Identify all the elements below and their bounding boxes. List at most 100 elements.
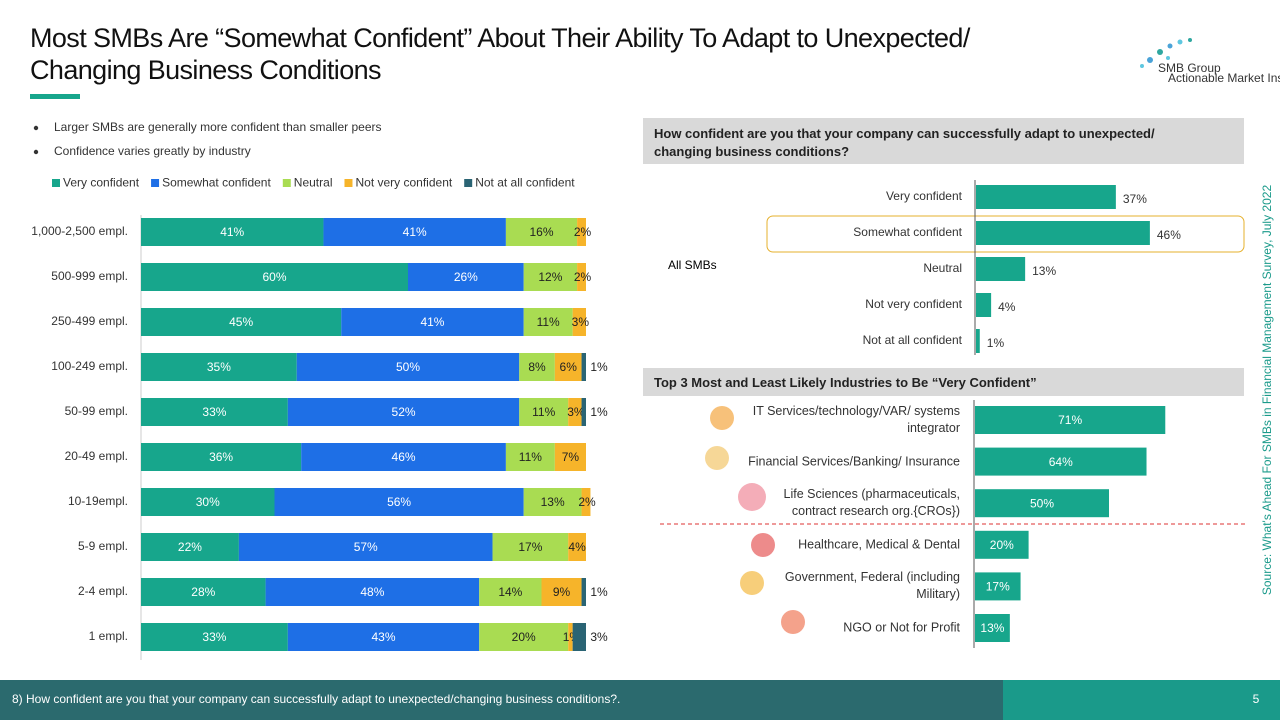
slide-title: Most SMBs Are “Somewhat Confident” About… bbox=[30, 23, 970, 85]
bar-segment bbox=[141, 218, 324, 246]
header-box bbox=[643, 368, 1244, 396]
bullet-text: Larger SMBs are generally more confident… bbox=[54, 120, 382, 134]
bar bbox=[976, 329, 980, 353]
bar-segment bbox=[141, 353, 297, 381]
bar-segment bbox=[141, 308, 342, 336]
legend-label: Very confident bbox=[63, 176, 140, 190]
bar-segment bbox=[581, 578, 586, 606]
bar-segment bbox=[238, 533, 493, 561]
bar-segment bbox=[568, 533, 586, 561]
footer-bar bbox=[1003, 680, 1280, 720]
data-label: 3% bbox=[572, 315, 590, 329]
legend-label: Not at all confident bbox=[475, 176, 575, 190]
data-label: 11% bbox=[537, 315, 560, 329]
data-label: 37% bbox=[1123, 192, 1147, 206]
bar bbox=[976, 221, 1150, 245]
y-tick-label: 1,000-2,500 empl. bbox=[31, 224, 128, 238]
legend-label: Not very confident bbox=[355, 176, 452, 190]
bar-segment bbox=[479, 578, 542, 606]
bar bbox=[975, 530, 1029, 559]
data-label: 35% bbox=[207, 360, 231, 374]
y-tick-label: 10-19empl. bbox=[68, 494, 128, 508]
bar bbox=[976, 185, 1116, 209]
bar-segment bbox=[505, 443, 555, 471]
bar-segment bbox=[141, 263, 408, 291]
data-label: 26% bbox=[454, 270, 478, 284]
data-label: 43% bbox=[372, 630, 396, 644]
title-underline bbox=[30, 94, 80, 99]
bullet bbox=[33, 125, 39, 131]
data-label: 16% bbox=[529, 225, 553, 239]
y-tick-label: 1 empl. bbox=[89, 629, 128, 643]
data-label: 20% bbox=[512, 630, 536, 644]
bar-segment bbox=[581, 398, 586, 426]
bar-segment bbox=[541, 578, 582, 606]
data-label: 45% bbox=[229, 315, 253, 329]
data-label: 3% bbox=[590, 630, 608, 644]
chart-title: How confident are you that your company … bbox=[654, 126, 1155, 159]
data-label: 41% bbox=[403, 225, 427, 239]
logo: SMB Group Actionable Market Insight bbox=[1140, 38, 1280, 85]
data-label: 17% bbox=[986, 580, 1010, 594]
y-tick-label: 500-999 empl. bbox=[51, 269, 128, 283]
bar-segment bbox=[141, 443, 302, 471]
highlight-box bbox=[766, 215, 1245, 253]
data-label: 1% bbox=[590, 405, 608, 419]
data-label: 28% bbox=[191, 585, 215, 599]
y-tick-label: Financial Services/Banking/ Insurance bbox=[748, 454, 960, 469]
bar-segment bbox=[577, 263, 586, 291]
y-tick-label: Neutral bbox=[923, 261, 962, 275]
bar bbox=[975, 447, 1147, 476]
bar-segment bbox=[341, 308, 524, 336]
data-label: 4% bbox=[568, 540, 586, 554]
data-label: 2% bbox=[574, 225, 592, 239]
bar-segment bbox=[141, 578, 266, 606]
bar-segment bbox=[519, 398, 569, 426]
data-label: 12% bbox=[538, 270, 562, 284]
logo-text: SMB Group bbox=[1158, 61, 1221, 75]
bar-segment bbox=[141, 623, 288, 651]
header-box bbox=[643, 118, 1244, 164]
data-label: 2% bbox=[578, 495, 596, 509]
data-label: 9% bbox=[553, 585, 571, 599]
bar-segment bbox=[554, 443, 586, 471]
legend-swatch bbox=[282, 179, 291, 187]
data-label: 71% bbox=[1058, 413, 1082, 427]
bar-segment bbox=[141, 533, 239, 561]
data-label: 46% bbox=[392, 450, 416, 464]
bar-segment bbox=[519, 353, 555, 381]
y-tick-label: 250-499 empl. bbox=[51, 314, 128, 328]
bar-segment bbox=[581, 488, 591, 516]
data-label: 4% bbox=[998, 300, 1016, 314]
y-tick-label: Very confident bbox=[886, 189, 963, 203]
y-tick-label: Life Sciences (pharmaceuticals, contract… bbox=[783, 487, 960, 519]
data-label: 50% bbox=[1030, 496, 1054, 510]
y-tick-label: IT Services/technology/VAR/ systems inte… bbox=[752, 404, 960, 435]
data-label: 20% bbox=[990, 538, 1014, 552]
bar-segment bbox=[492, 533, 569, 561]
y-tick-label: 2-4 empl. bbox=[78, 584, 128, 598]
data-label: 41% bbox=[220, 225, 244, 239]
legend-swatch bbox=[464, 179, 473, 187]
y-tick-label: 20-49 empl. bbox=[65, 449, 128, 463]
data-label: 1% bbox=[590, 585, 608, 599]
y-tick-label: NGO or Not for Profit bbox=[843, 620, 960, 635]
data-label: 48% bbox=[360, 585, 384, 599]
data-label: 52% bbox=[392, 405, 416, 419]
bar-segment bbox=[141, 398, 288, 426]
data-label: 33% bbox=[202, 405, 226, 419]
bullet bbox=[33, 149, 39, 155]
bar bbox=[975, 406, 1166, 434]
page-number: 5 bbox=[1253, 692, 1260, 706]
y-tick-label: 100-249 empl. bbox=[51, 359, 128, 373]
legend-swatch bbox=[344, 179, 353, 187]
footer-text: 8) How confident are you that your compa… bbox=[12, 692, 620, 706]
data-label: 3% bbox=[567, 405, 585, 419]
bar-segment bbox=[408, 263, 524, 291]
data-label: 2% bbox=[574, 270, 592, 284]
bar bbox=[975, 572, 1021, 601]
data-label: 1% bbox=[987, 336, 1005, 350]
data-label: 14% bbox=[498, 585, 522, 599]
y-tick-label: Healthcare, Medical & Dental bbox=[798, 537, 960, 552]
bar-segment bbox=[577, 218, 586, 246]
